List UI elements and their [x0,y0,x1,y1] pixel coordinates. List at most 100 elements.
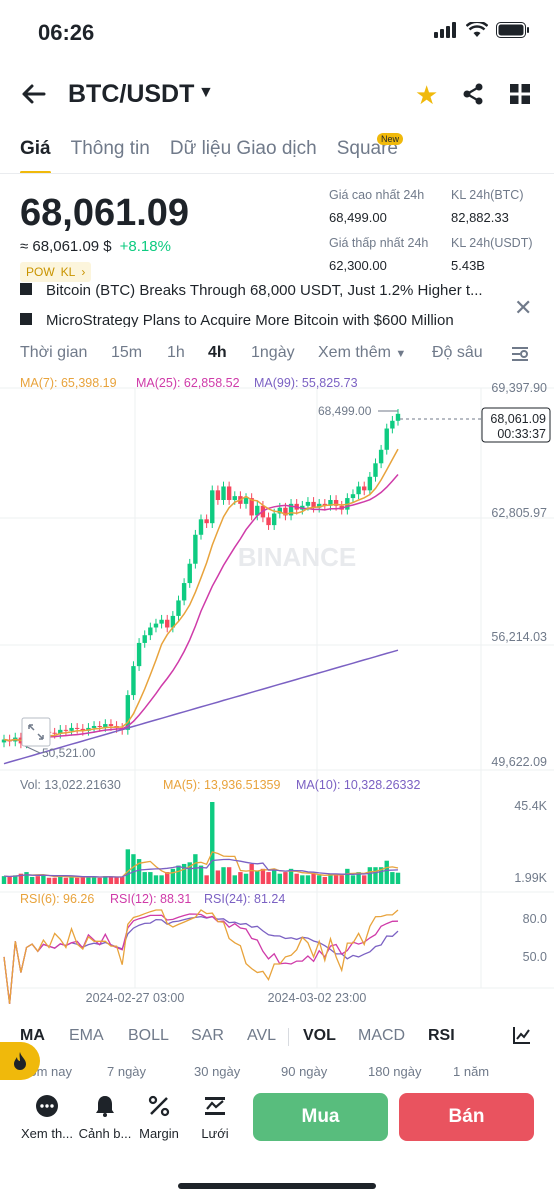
candle [390,420,395,429]
ind-avl[interactable]: AVL [247,1027,277,1044]
ind-vol[interactable]: VOL [303,1027,336,1044]
more-dots-icon [36,1095,58,1117]
tf-depth[interactable]: Độ sâu [432,344,483,361]
ind-ema[interactable]: EMA [69,1027,104,1044]
volume-bar [91,876,97,884]
tab-price[interactable]: Giá [20,138,51,174]
flame-fab[interactable] [0,1042,40,1080]
divider [0,173,554,174]
status-time: 06:26 [38,20,95,45]
tool-alert[interactable]: Cảnh b... [74,1094,136,1141]
low-marker-line [24,745,41,754]
ind-ma[interactable]: MA [20,1027,45,1044]
volume-bar [159,875,164,884]
badge-pow: POW [26,265,55,279]
pair-dropdown-icon[interactable]: ▼ [198,84,214,101]
back-arrow-icon[interactable] [20,80,46,112]
volume-bars [1,802,401,884]
rsi-y-label: 80.0 [523,912,547,926]
grid-menu-icon[interactable] [510,84,530,109]
rsi-y-label: 50.0 [523,950,547,964]
candle [328,499,333,506]
y-label: 56,214.03 [491,630,547,644]
expand-icon [21,717,51,747]
volume-bar [373,867,378,884]
volume-bar [322,876,328,884]
period-7d[interactable]: 7 ngày [107,1064,147,1079]
news-ticker[interactable]: Bitcoin (BTC) Breaks Through 68,000 USDT… [0,283,500,327]
ind-rsi[interactable]: RSI [428,1027,455,1044]
rsi12-label: RSI(12): 88.31 [110,892,191,906]
volume-bar [148,872,153,884]
news-item[interactable]: MicroStrategy Plans to Acquire More Bitc… [20,312,500,327]
tool-grid[interactable]: Lưới [192,1094,238,1141]
ma25-line [3,474,399,742]
volume-bar [187,862,192,884]
candle [187,563,192,584]
volume-bar [378,867,384,884]
volume-bar [339,875,344,884]
date-label: 2024-02-27 03:00 [86,991,185,1005]
period-180d[interactable]: 180 ngày [368,1064,422,1079]
buy-button[interactable]: Mua [253,1093,388,1141]
badge-kl: KL [60,265,76,279]
volume-bar [300,875,305,884]
volume-bar [243,873,249,884]
tag-badges[interactable]: POW KL › [20,262,92,282]
last-price: 68,061.09 [20,192,190,234]
tool-more[interactable]: Xem th... [16,1094,78,1141]
chart-settings-icon[interactable] [510,345,530,368]
ind-boll[interactable]: BOLL [128,1027,169,1044]
price-sub: ≈ 68,061.09 $ +8.18% [20,238,171,255]
chevron-right-icon: › [81,265,86,279]
candle [305,501,311,506]
volume-bar [142,872,147,884]
candle [142,635,147,643]
period-90d[interactable]: 90 ngày [281,1064,328,1079]
indicator-settings-icon[interactable] [513,1026,531,1049]
ma99-line [3,649,399,765]
period-30d[interactable]: 30 ngày [194,1064,241,1079]
candle [136,642,142,667]
tf-1h[interactable]: 1h [167,344,185,361]
new-badge: New [377,133,404,145]
candle [210,490,215,524]
candle [153,623,159,628]
pair-title[interactable]: BTC/USDT [68,80,195,108]
candle [350,494,356,499]
volume-bar [221,867,226,884]
tool-margin[interactable]: Margin [133,1094,185,1141]
candle [226,486,232,500]
tf-more[interactable]: Xem thêm ▼ [318,344,407,361]
volume-bar [58,875,63,884]
favorite-star-icon[interactable]: ★ [415,80,439,110]
candle [181,583,187,601]
price-chart[interactable]: BINANCE MA(7): 65,398.19 MA(25): 62,858.… [0,370,554,1010]
caret-down-icon: ▼ [395,348,407,360]
sell-button[interactable]: Bán [399,1093,534,1141]
volume-bar [103,876,108,884]
news-item[interactable]: Bitcoin (BTC) Breaks Through 68,000 USDT… [20,283,500,299]
period-1y[interactable]: 1 năm [453,1064,490,1079]
approx-price: ≈ 68,061.09 $ [20,238,112,255]
tf-15m[interactable]: 15m [111,344,143,361]
ind-macd[interactable]: MACD [358,1027,406,1044]
tab-trading-data[interactable]: Dữ liệu Giao dịch [169,138,317,159]
tab-info[interactable]: Thông tin [70,138,150,159]
volume-bar [181,863,187,884]
tf-1d[interactable]: 1ngày [251,344,295,361]
stat-vol-usdt-label: KL 24h(USDT) [451,236,533,250]
candle [69,727,74,731]
ind-sar[interactable]: SAR [191,1027,224,1044]
tf-time[interactable]: Thời gian [20,344,88,361]
tf-4h[interactable]: 4h [208,344,227,361]
candle [159,619,164,624]
volume-bar [1,876,7,884]
volume-bar [136,859,142,884]
share-icon[interactable] [461,82,485,111]
chart-watermark: BINANCE [238,542,356,572]
volume-bar [204,875,209,884]
y-label: 69,397.90 [491,381,547,395]
close-icon[interactable]: ✕ [514,295,533,320]
volume-bar [193,854,198,884]
